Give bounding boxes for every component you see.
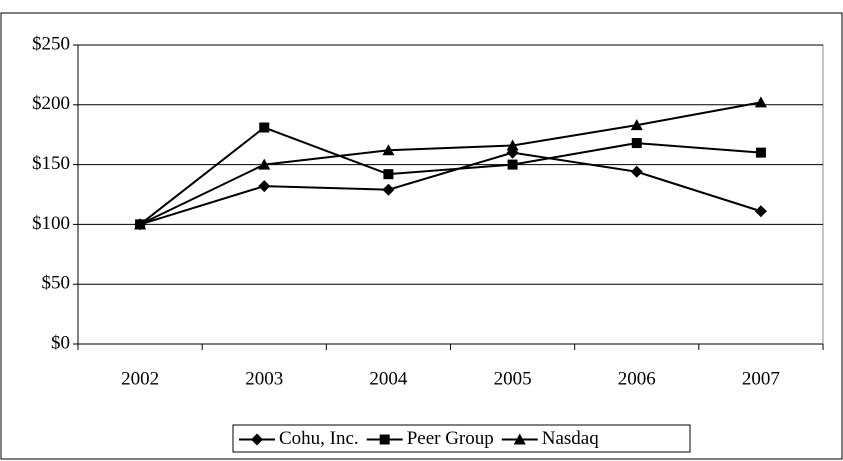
legend-label: Peer Group (407, 428, 494, 449)
data-point (383, 169, 394, 180)
x-tick-label: 2003 (245, 368, 283, 389)
data-point (258, 158, 271, 170)
legend-marker (379, 434, 390, 445)
legend-label: Nasdaq (542, 428, 599, 449)
y-tick-label: $0 (51, 332, 70, 353)
y-tick-label: $250 (32, 33, 70, 54)
x-tick-label: 2002 (121, 368, 159, 389)
data-point (754, 96, 767, 108)
x-tick-label: 2005 (494, 368, 532, 389)
legend-marker (251, 433, 263, 446)
data-point (507, 159, 518, 170)
series-line (139, 151, 762, 226)
data-point (506, 139, 519, 151)
legend-box (232, 424, 691, 453)
y-tick-label: $50 (42, 273, 71, 294)
data-point (630, 165, 643, 178)
data-point (134, 218, 147, 230)
x-tick-label: 2004 (369, 368, 408, 389)
series-line (139, 101, 762, 226)
y-tick-label: $150 (32, 153, 70, 174)
y-tick-label: $100 (32, 213, 70, 234)
data-point (382, 183, 395, 196)
data-point (755, 147, 766, 158)
data-point (754, 205, 767, 218)
data-point (382, 144, 395, 156)
y-tick-label: $200 (32, 93, 70, 114)
data-point (259, 122, 270, 133)
legend-label: Cohu, Inc. (279, 428, 359, 449)
chart-frame (0, 12, 843, 460)
data-point (630, 119, 643, 131)
data-point (631, 138, 642, 149)
x-tick-label: 2007 (742, 368, 780, 389)
x-tick-label: 2006 (618, 368, 656, 389)
series-line (139, 126, 761, 226)
data-point (258, 180, 271, 193)
legend-marker (513, 433, 526, 445)
